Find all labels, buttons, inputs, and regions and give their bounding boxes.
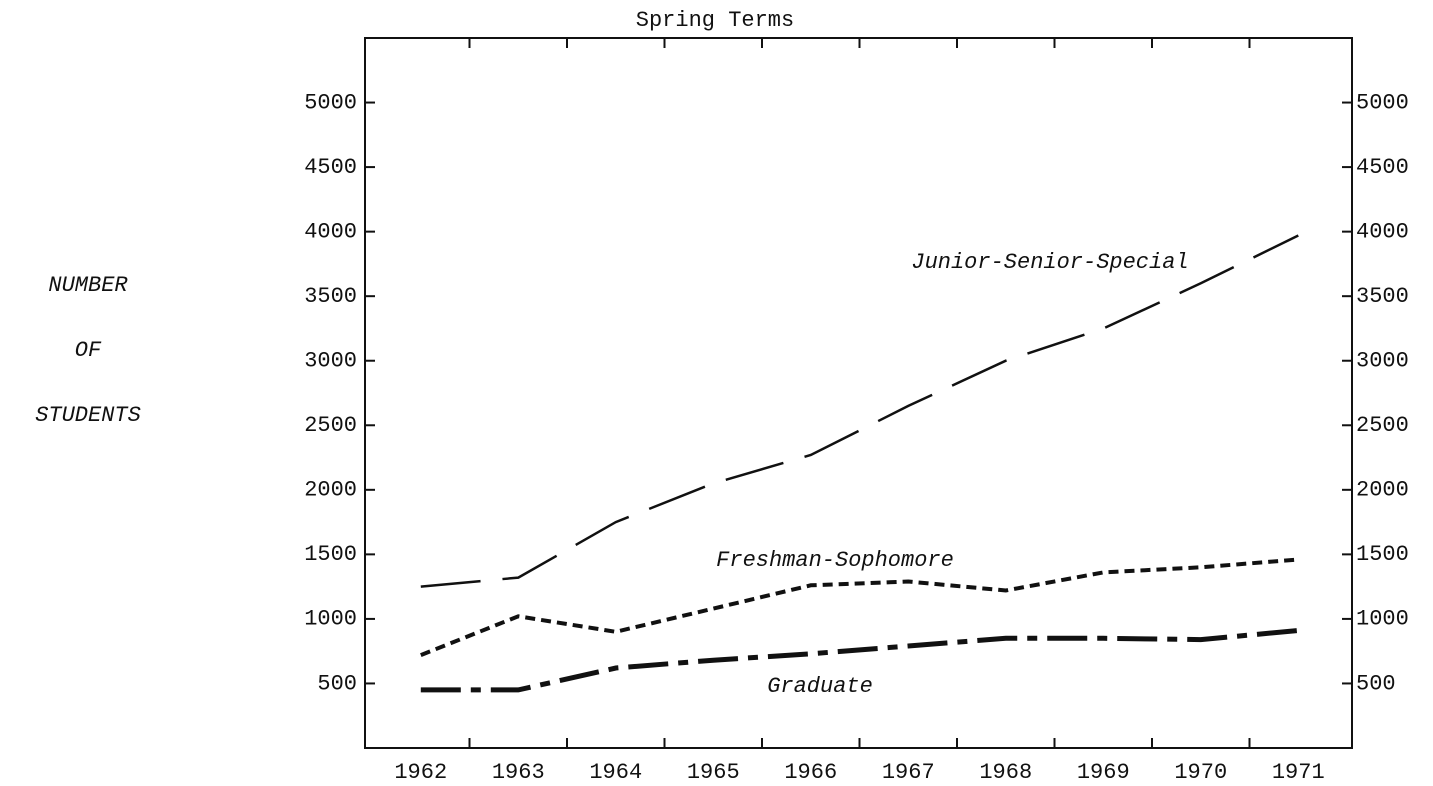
x-tick-label: 1970 <box>1174 760 1227 785</box>
y-tick-label: 4500 <box>304 155 357 180</box>
y-tick-label: 2000 <box>304 478 357 503</box>
y2-tick-label: 1000 <box>1356 607 1409 632</box>
y-tick-label: 5000 <box>304 90 357 115</box>
x-tick-label: 1963 <box>492 760 545 785</box>
x-tick-label: 1968 <box>979 760 1032 785</box>
y-tick-label: 3500 <box>304 284 357 309</box>
series-label: Freshman-Sophomore <box>716 548 954 573</box>
y-axis-label: STUDENTS <box>35 403 141 428</box>
x-tick-label: 1965 <box>687 760 740 785</box>
x-tick-label: 1969 <box>1077 760 1130 785</box>
y-tick-label: 2500 <box>304 413 357 438</box>
series-line <box>420 557 1299 657</box>
y2-tick-label: 1500 <box>1356 542 1409 567</box>
y2-tick-label: 5000 <box>1356 90 1409 115</box>
y-tick-label: 1500 <box>304 542 357 567</box>
y-axis-label: NUMBER <box>48 273 128 298</box>
y-axis-label: OF <box>75 338 102 363</box>
x-tick-label: 1962 <box>394 760 447 785</box>
series-label: Junior-Senior-Special <box>911 250 1188 275</box>
y-tick-label: 1000 <box>304 607 357 632</box>
y-tick-label: 500 <box>317 671 357 696</box>
x-tick-label: 1964 <box>589 760 642 785</box>
y2-tick-label: 2500 <box>1356 413 1409 438</box>
y2-tick-label: 4000 <box>1356 219 1409 244</box>
y2-tick-label: 4500 <box>1356 155 1409 180</box>
series-line <box>420 234 1299 588</box>
x-tick-label: 1966 <box>784 760 837 785</box>
y2-tick-label: 2000 <box>1356 478 1409 503</box>
chart-title: Spring Terms <box>636 8 794 33</box>
series-label: Graduate <box>767 674 873 699</box>
series-line <box>420 628 1299 693</box>
y2-tick-label: 500 <box>1356 671 1396 696</box>
y2-tick-label: 3500 <box>1356 284 1409 309</box>
y-tick-label: 4000 <box>304 219 357 244</box>
x-tick-label: 1967 <box>882 760 935 785</box>
y-tick-label: 3000 <box>304 349 357 374</box>
y2-tick-label: 3000 <box>1356 349 1409 374</box>
x-tick-label: 1971 <box>1272 760 1325 785</box>
